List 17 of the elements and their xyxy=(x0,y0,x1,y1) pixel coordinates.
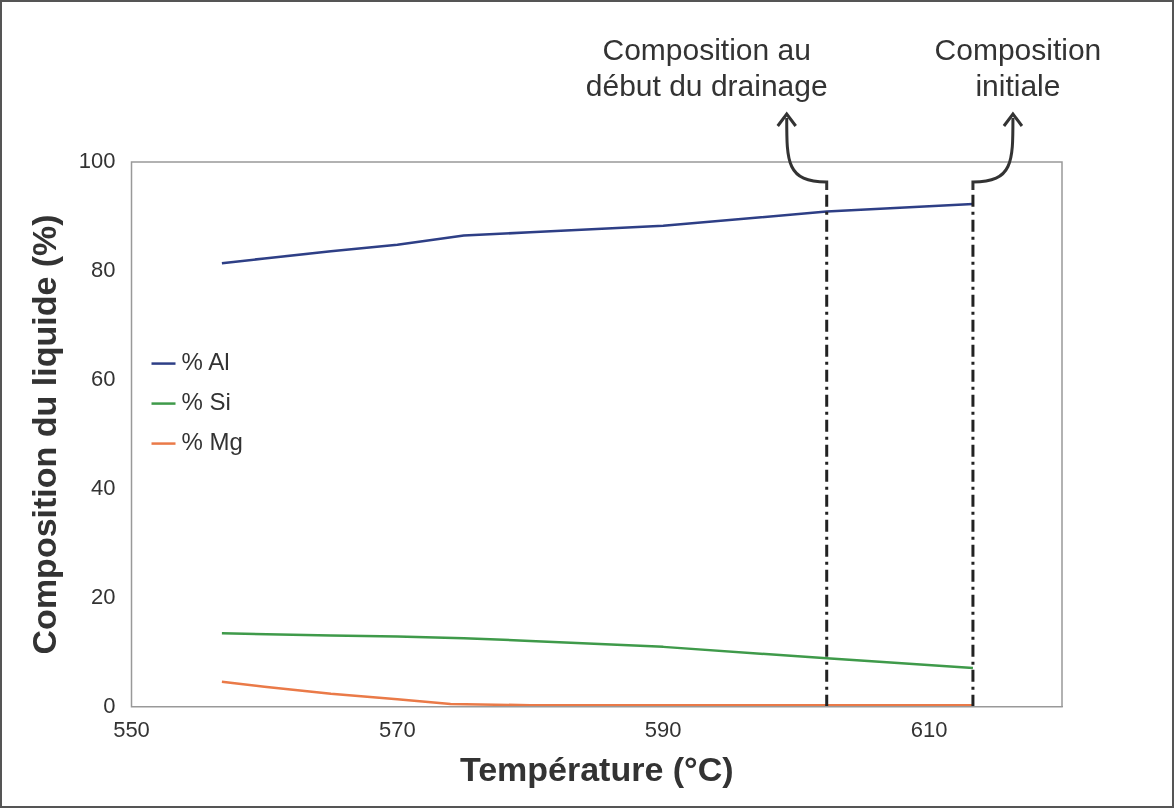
x-tick-label: 610 xyxy=(910,717,948,743)
x-tick-label: 570 xyxy=(379,717,416,743)
y-tick-label: 80 xyxy=(91,257,116,283)
y-tick-label: 0 xyxy=(103,692,116,718)
ref-line-label: Composition initiale xyxy=(934,33,1102,102)
y-tick-label: 20 xyxy=(91,583,116,609)
legend-label: % Si xyxy=(181,388,231,416)
y-tick-label: 60 xyxy=(91,365,116,391)
y-tick-label: 100 xyxy=(78,148,116,174)
x-tick-label: 590 xyxy=(644,717,682,743)
ref-line-label: Composition au début du drainage xyxy=(585,33,828,102)
legend-label: % Mg xyxy=(181,428,243,456)
x-axis-title: Température (°C) xyxy=(459,749,734,788)
legend-label: % Al xyxy=(181,348,230,376)
y-tick-label: 40 xyxy=(91,474,116,500)
y-axis-title: Composition du liquide (%) xyxy=(24,214,63,655)
x-tick-label: 550 xyxy=(113,717,150,743)
